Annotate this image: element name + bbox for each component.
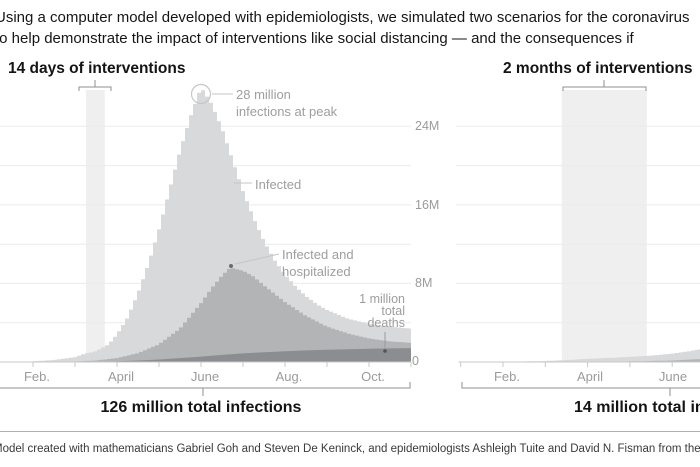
left-area-deaths	[96, 348, 411, 362]
x-axes	[0, 361, 700, 367]
deaths-pointer-dot	[383, 349, 387, 353]
intro-paragraph: Using a computer model developed with ep…	[0, 7, 690, 49]
epidemic-curves	[33, 90, 700, 362]
hospitalized-annotation-line1: Infected and	[282, 247, 354, 262]
right-area-hospitalized	[587, 359, 700, 362]
left-x-label-aug: Aug.	[275, 369, 303, 384]
deaths-annotation-line2: total	[381, 304, 405, 318]
left-x-label-june: June	[190, 369, 220, 384]
right-x-label-june: June	[658, 369, 688, 384]
y-axis-label-0: 0	[412, 354, 419, 368]
right-total-bracket	[461, 382, 700, 396]
left-chart-title: 14 days of interventions	[8, 60, 186, 77]
left-x-label-april: April	[107, 369, 134, 384]
peak-annotation-line1: 28 million	[236, 87, 291, 102]
left-intervention-bracket	[78, 80, 112, 91]
y-axis-label-24M: 24M	[415, 119, 440, 133]
hospitalized-peak-dot	[229, 264, 233, 268]
right-x-label-feb: Feb.	[493, 369, 520, 384]
y-axis-label-16M: 16M	[415, 198, 440, 212]
intervention-period-rects	[85, 90, 647, 362]
right-total-infections: 14 million total infections	[573, 399, 700, 416]
hospitalized-annotation-line2: hospitalized	[282, 264, 351, 279]
peak-circle	[190, 83, 212, 105]
left-total-bracket	[0, 382, 411, 396]
right-x-label-april: April	[576, 369, 603, 384]
deaths-annotation-line3: deaths	[367, 316, 405, 330]
deaths-annotation-line1: 1 million	[359, 292, 405, 306]
intro-line-1: Using a computer model developed with ep…	[0, 9, 690, 26]
left-area-hospitalized	[75, 268, 411, 362]
infected-label: Infected	[255, 177, 302, 192]
footer-credit: Model created with mathematicians Gabrie…	[0, 443, 700, 455]
right-intervention-rect	[561, 90, 647, 362]
peak-annotation-line2: infections at peak	[236, 104, 338, 119]
footer-divider	[0, 431, 700, 432]
left-total-infections: 126 million total infections	[100, 399, 302, 416]
left-area-infected	[33, 90, 411, 362]
intro-line-2: to help demonstrate the impact of interv…	[0, 30, 634, 47]
left-intervention-rect	[85, 90, 105, 362]
left-x-label-oct: Oct.	[361, 369, 385, 384]
right-intervention-bracket	[562, 80, 647, 91]
hospitalized-connector-line	[234, 253, 280, 265]
right-area-infected	[503, 349, 700, 362]
y-axis-label-8M: 8M	[415, 276, 433, 290]
deaths-annotation: 1 million total deaths	[345, 292, 405, 330]
right-chart-title: 2 months of interventions	[503, 60, 693, 77]
peak-annotation: 28 million infections at peak	[236, 86, 337, 120]
hospitalized-annotation: Infected and hospitalized	[282, 246, 354, 280]
annotation-shapes	[0, 80, 700, 396]
left-x-label-feb: Feb.	[23, 369, 50, 384]
